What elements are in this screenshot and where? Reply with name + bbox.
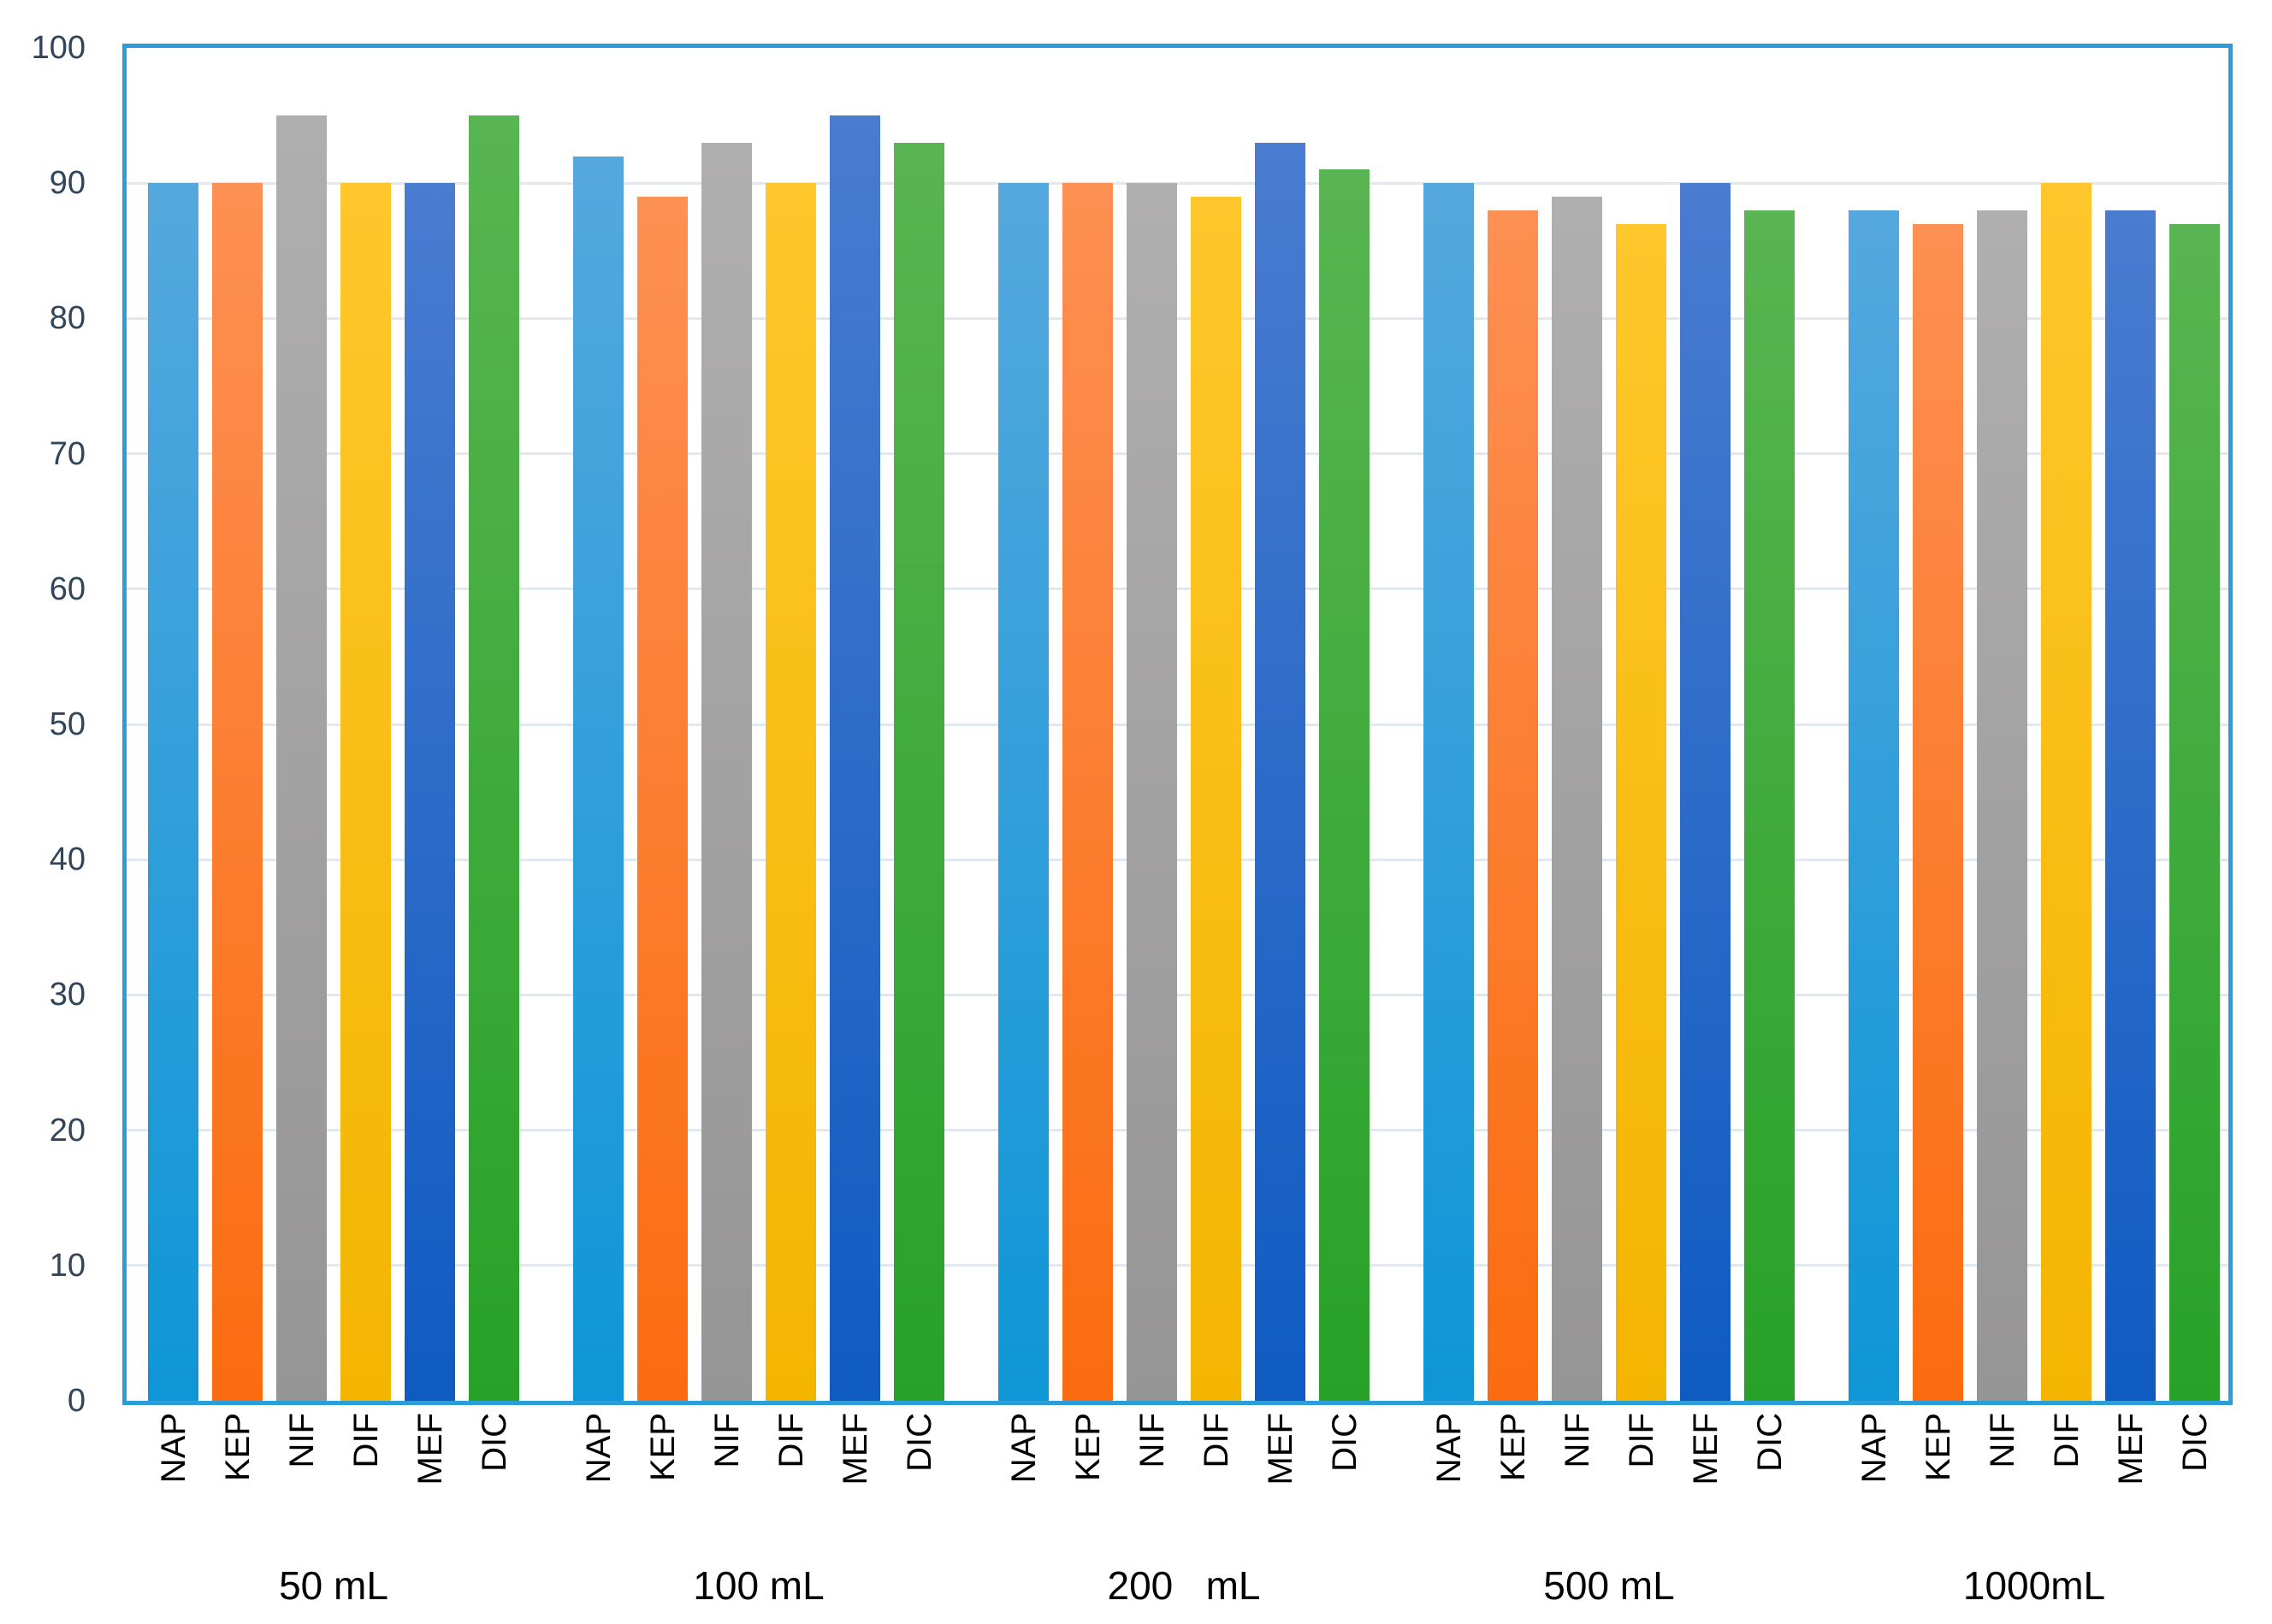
bar-dic-100-ml xyxy=(894,143,944,1401)
bar-mef-500-ml xyxy=(1680,183,1731,1401)
group-label-500-ml: 500 mL xyxy=(1543,1563,1675,1608)
bar-label-dif-50-ml: DIF xyxy=(347,1413,385,1468)
bar-nap-50-ml xyxy=(148,183,198,1401)
gridline-90 xyxy=(127,182,2228,185)
y-tick-label-100: 100 xyxy=(31,30,86,66)
bar-dic-1000ml xyxy=(2169,224,2220,1401)
bar-label-dic-1000ml: DIC xyxy=(2176,1413,2214,1472)
bar-dif-50-ml xyxy=(340,183,391,1401)
plot-area xyxy=(122,44,2233,1405)
gridline-30 xyxy=(127,994,2228,996)
bar-label-kep-1000ml: KEP xyxy=(1920,1413,1957,1482)
bar-label-mef-500-ml: MEF xyxy=(1687,1413,1725,1485)
bar-label-nap-100-ml: NAP xyxy=(580,1413,618,1484)
bar-nap-100-ml xyxy=(573,156,624,1401)
group-label-200-ml: 200 mL xyxy=(1107,1563,1261,1608)
bar-kep-1000ml xyxy=(1913,224,1963,1401)
gridline-20 xyxy=(127,1129,2228,1131)
bar-kep-50-ml xyxy=(212,183,263,1401)
bar-nap-500-ml xyxy=(1423,183,1474,1401)
y-tick-label-80: 80 xyxy=(49,300,86,336)
bar-kep-100-ml xyxy=(637,197,688,1401)
bar-label-dif-500-ml: DIF xyxy=(1623,1413,1660,1468)
bar-label-dif-100-ml: DIF xyxy=(772,1413,810,1468)
bar-label-kep-50-ml: KEP xyxy=(219,1413,257,1482)
bar-mef-200-ml xyxy=(1255,143,1305,1401)
bar-label-nap-500-ml: NAP xyxy=(1430,1413,1468,1484)
gridline-80 xyxy=(127,317,2228,320)
bar-mef-100-ml xyxy=(830,115,880,1401)
bar-label-mef-1000ml: MEF xyxy=(2112,1413,2150,1485)
bar-dif-100-ml xyxy=(766,183,816,1401)
gridline-10 xyxy=(127,1264,2228,1267)
bar-dic-500-ml xyxy=(1744,210,1795,1401)
bar-label-nif-50-ml: NIF xyxy=(283,1413,321,1468)
bar-dif-500-ml xyxy=(1616,224,1666,1401)
bar-dif-1000ml xyxy=(2041,183,2092,1401)
y-tick-label-0: 0 xyxy=(67,1383,86,1419)
bar-label-kep-500-ml: KEP xyxy=(1494,1413,1532,1482)
y-tick-label-30: 30 xyxy=(49,977,86,1013)
bar-label-nif-200-ml: NIF xyxy=(1133,1413,1171,1468)
bar-kep-500-ml xyxy=(1488,210,1538,1401)
y-tick-label-50: 50 xyxy=(49,706,86,742)
bar-dic-200-ml xyxy=(1319,169,1370,1401)
gridline-50 xyxy=(127,723,2228,726)
gridline-40 xyxy=(127,859,2228,861)
bar-label-dif-1000ml: DIF xyxy=(2048,1413,2086,1468)
plot-grid-and-bars xyxy=(127,48,2228,1401)
bar-dic-50-ml xyxy=(469,115,519,1401)
group-label-50-ml: 50 mL xyxy=(279,1563,388,1608)
bar-label-kep-200-ml: KEP xyxy=(1069,1413,1107,1482)
bar-nap-1000ml xyxy=(1849,210,1899,1401)
bar-label-nap-50-ml: NAP xyxy=(155,1413,192,1484)
bar-label-mef-200-ml: MEF xyxy=(1262,1413,1299,1485)
y-tick-label-90: 90 xyxy=(49,165,86,201)
bar-dif-200-ml xyxy=(1191,197,1241,1401)
gridline-70 xyxy=(127,452,2228,455)
bar-label-mef-100-ml: MEF xyxy=(837,1413,874,1485)
bar-nif-100-ml xyxy=(701,143,752,1401)
bar-mef-50-ml xyxy=(405,183,455,1401)
group-label-1000ml: 1000mL xyxy=(1962,1563,2106,1608)
bar-label-nif-1000ml: NIF xyxy=(1984,1413,2021,1468)
bar-nif-50-ml xyxy=(276,115,327,1401)
bar-label-dif-200-ml: DIF xyxy=(1198,1413,1235,1468)
bar-label-dic-50-ml: DIC xyxy=(476,1413,513,1472)
group-label-100-ml: 100 mL xyxy=(693,1563,825,1608)
y-tick-label-70: 70 xyxy=(49,436,86,472)
bar-label-kep-100-ml: KEP xyxy=(644,1413,682,1482)
bar-label-nap-200-ml: NAP xyxy=(1005,1413,1043,1484)
bar-nif-500-ml xyxy=(1552,197,1602,1401)
bar-nif-200-ml xyxy=(1127,183,1177,1401)
y-tick-label-60: 60 xyxy=(49,571,86,607)
bar-nif-1000ml xyxy=(1977,210,2027,1401)
bar-nap-200-ml xyxy=(998,183,1049,1401)
bar-label-dic-100-ml: DIC xyxy=(901,1413,938,1472)
y-tick-label-10: 10 xyxy=(49,1248,86,1284)
y-tick-label-40: 40 xyxy=(49,842,86,877)
bar-mef-1000ml xyxy=(2105,210,2156,1401)
bar-label-nap-1000ml: NAP xyxy=(1855,1413,1893,1484)
bar-label-nif-100-ml: NIF xyxy=(708,1413,746,1468)
y-tick-label-20: 20 xyxy=(49,1113,86,1149)
bar-label-dic-200-ml: DIC xyxy=(1326,1413,1364,1472)
bar-label-dic-500-ml: DIC xyxy=(1751,1413,1789,1472)
bar-label-nif-500-ml: NIF xyxy=(1559,1413,1596,1468)
bar-label-mef-50-ml: MEF xyxy=(411,1413,449,1485)
bar-kep-200-ml xyxy=(1062,183,1113,1401)
gridline-60 xyxy=(127,588,2228,590)
